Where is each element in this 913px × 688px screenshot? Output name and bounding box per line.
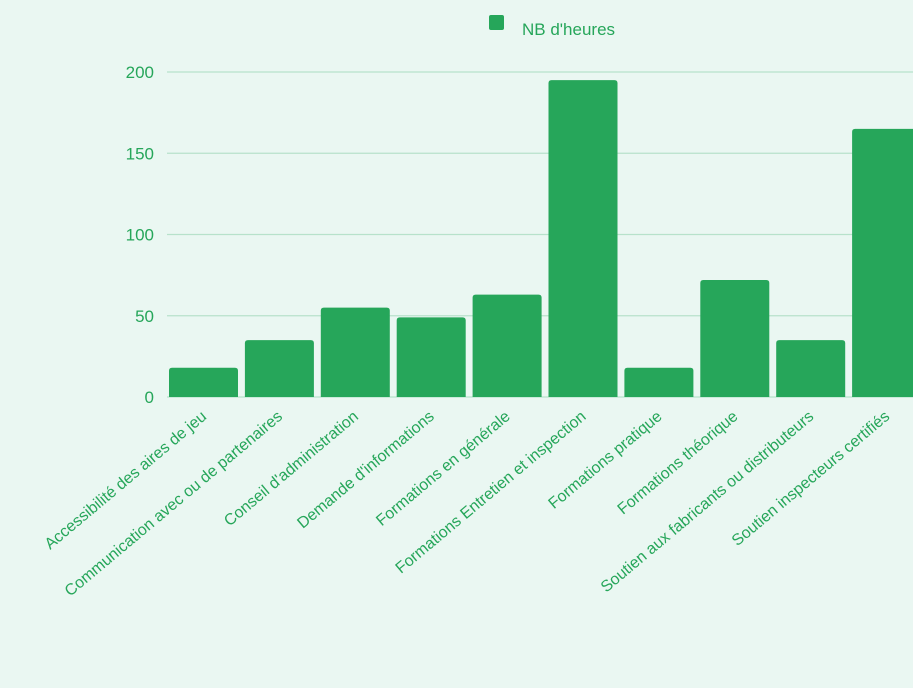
x-tick-label: Accessibilité des aires de jeu — [42, 408, 210, 553]
x-tick-label: Formations en générale — [373, 408, 513, 530]
y-tick-label: 150 — [126, 144, 154, 163]
y-axis-ticks: 0 50 100 150 200 — [126, 63, 154, 407]
bar — [548, 80, 618, 397]
x-tick-label: Demande d'informations — [294, 408, 437, 532]
legend-swatch — [489, 15, 504, 30]
x-tick-label: Conseil d'administration — [221, 408, 362, 530]
bar — [396, 317, 466, 397]
bar — [320, 307, 390, 397]
legend-label: NB d'heures — [522, 20, 615, 39]
x-tick-label: Soutien inspecteurs certifiés — [729, 408, 893, 550]
y-tick-label: 100 — [126, 226, 154, 245]
x-axis-labels: Accessibilité des aires de jeuCommunicat… — [42, 408, 893, 600]
bar — [472, 294, 542, 397]
bar — [244, 340, 314, 397]
y-tick-label: 200 — [126, 63, 154, 82]
legend: NB d'heures — [489, 15, 615, 39]
y-tick-label: 0 — [145, 388, 154, 407]
bar — [852, 128, 913, 397]
y-tick-label: 50 — [135, 307, 154, 326]
bar — [776, 340, 846, 397]
bar — [169, 367, 238, 397]
bars — [169, 80, 913, 397]
bar — [624, 367, 694, 397]
bar — [700, 280, 770, 397]
